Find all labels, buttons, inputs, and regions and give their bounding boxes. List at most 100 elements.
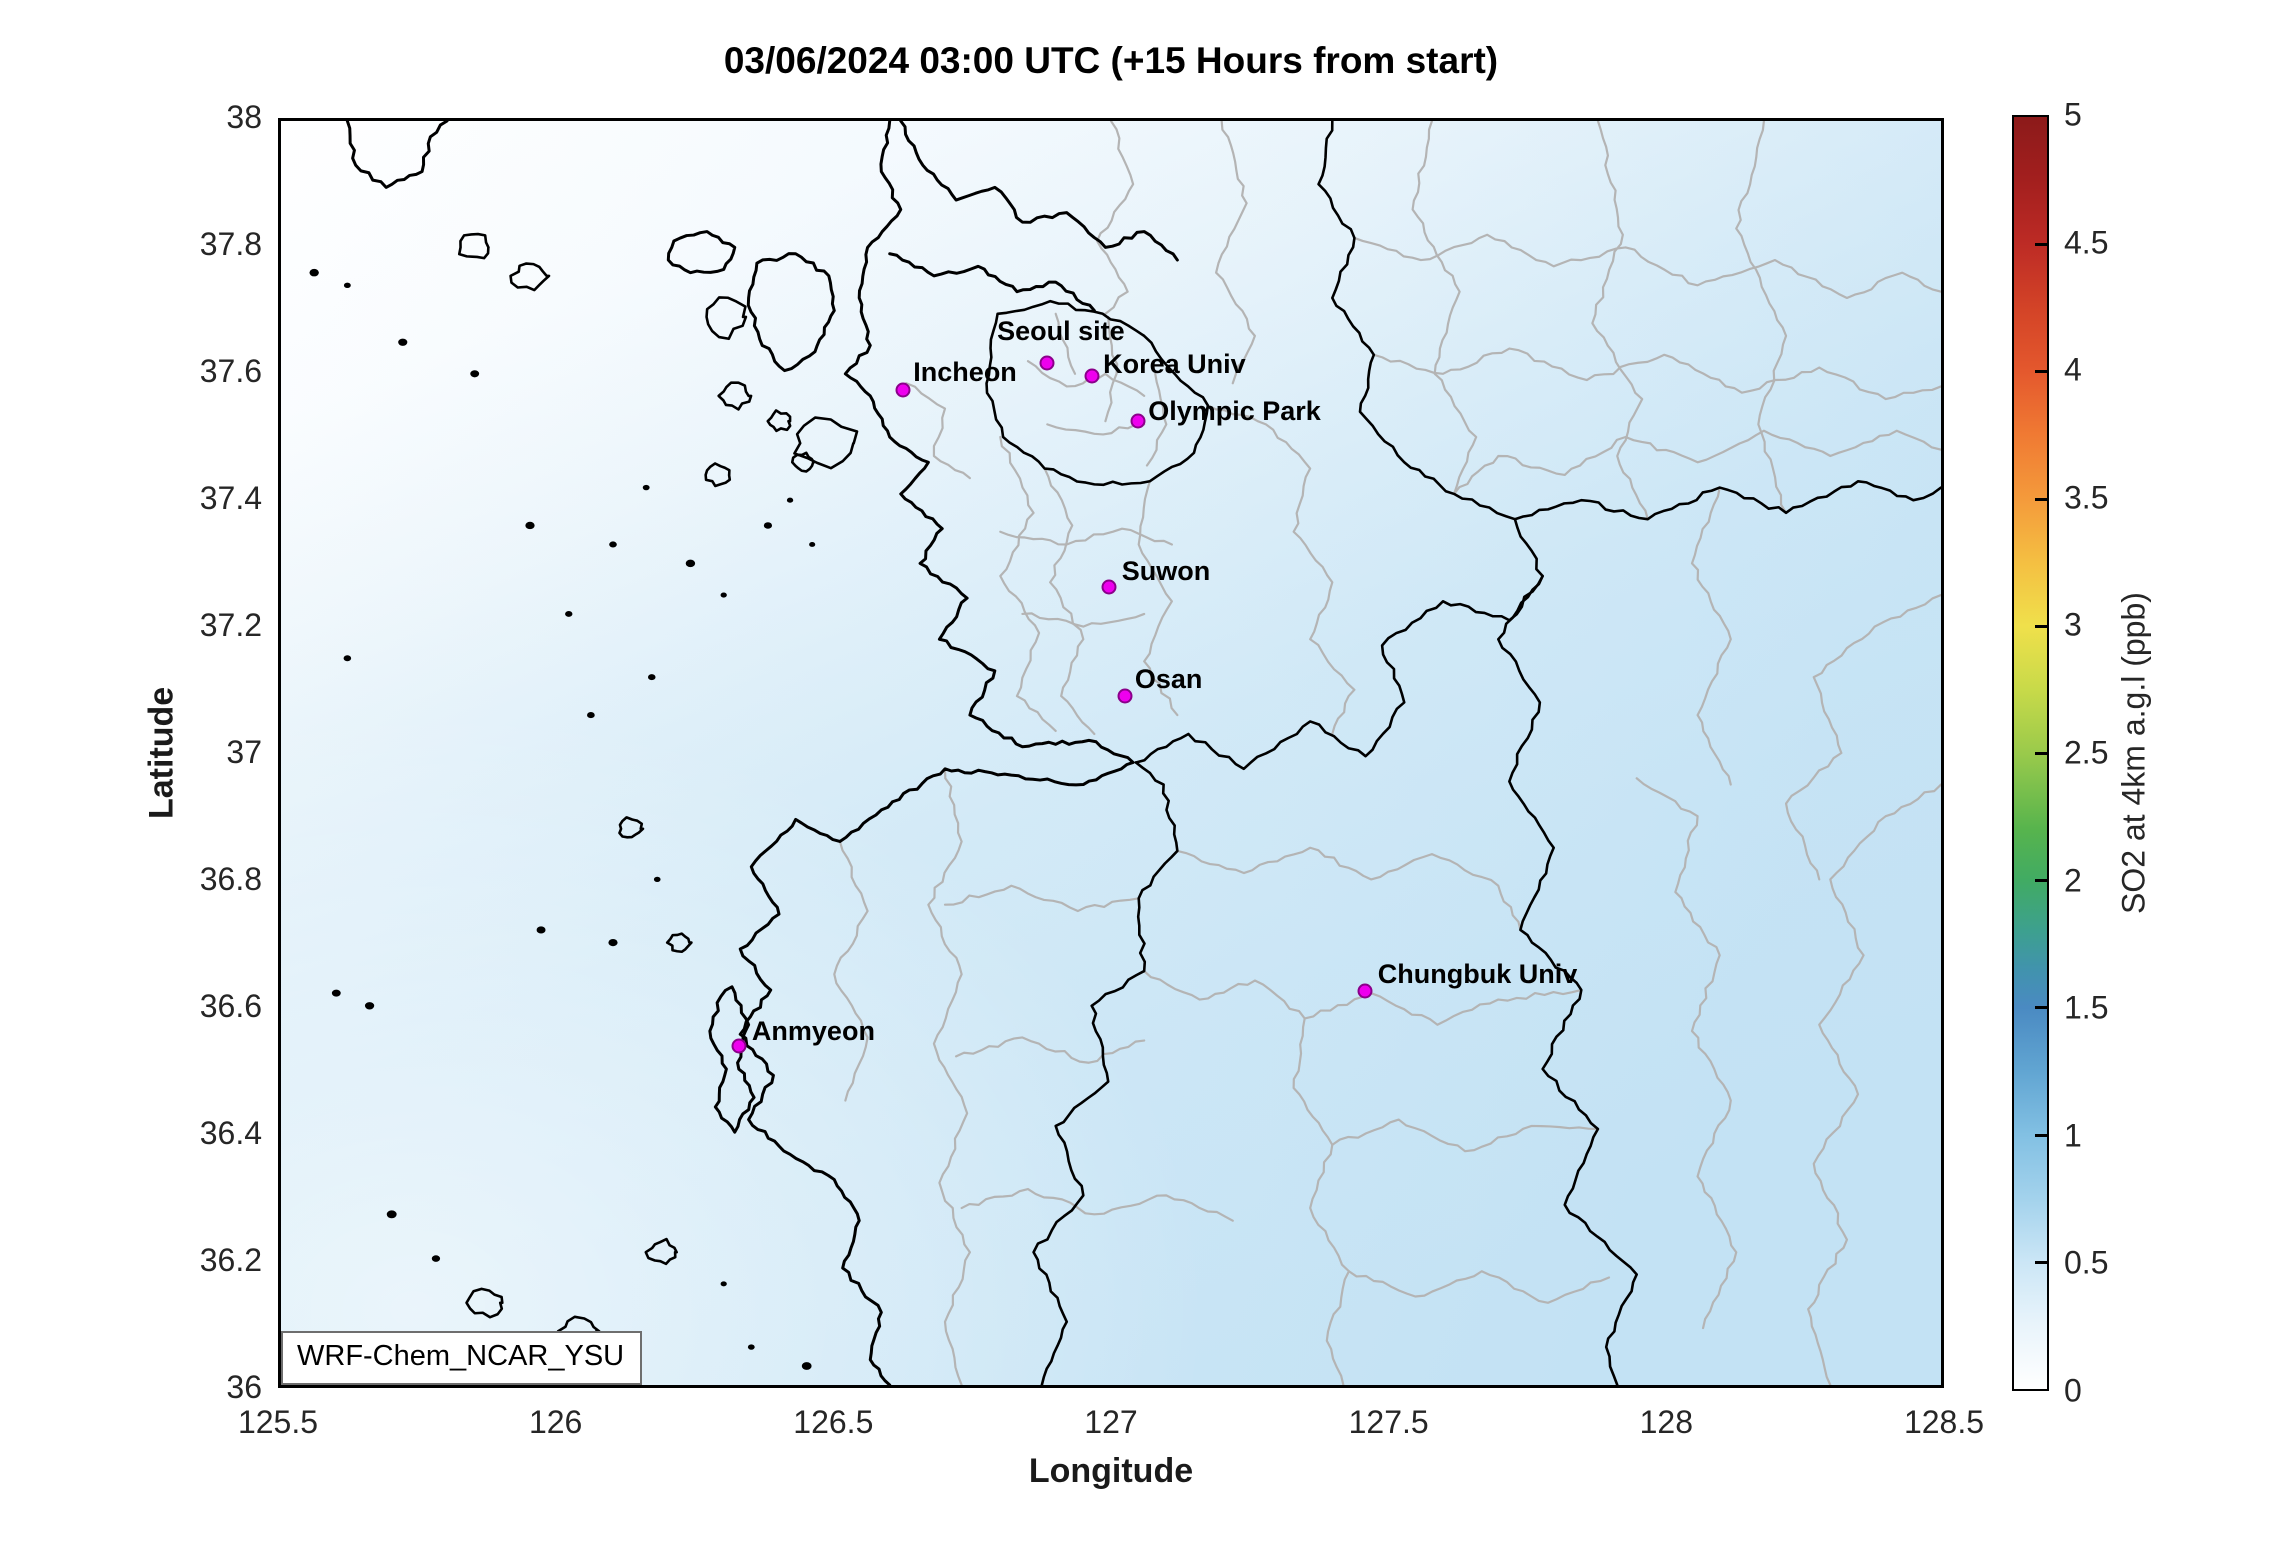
island-speck <box>653 876 661 883</box>
x-tick-label: 128.5 <box>1903 1404 1985 1440</box>
map-line <box>665 932 693 954</box>
colorbar-tick-label: 1 <box>2064 1117 2082 1154</box>
island-speck <box>386 1210 397 1219</box>
map-line <box>927 767 972 1385</box>
map-line <box>1635 777 1738 1330</box>
station-label-incheon: Incheon <box>913 356 1017 387</box>
colorbar-tick-mark <box>2035 370 2047 374</box>
map-line <box>1043 467 1096 736</box>
map-line <box>1206 404 1356 736</box>
y-tick-label: 37.2 <box>199 607 262 643</box>
island-speck <box>608 938 618 947</box>
map-line <box>1096 121 1135 315</box>
island-speck <box>309 268 319 277</box>
map-line <box>899 121 1179 262</box>
colorbar-tick-label: 0 <box>2064 1372 2082 1409</box>
map-line <box>1021 612 1146 628</box>
colorbar-label: SO2 at 4km a.g.l (ppb) <box>2115 592 2152 914</box>
map-line <box>509 262 551 292</box>
map-line <box>1054 312 1077 375</box>
map-line <box>905 382 972 480</box>
map-line <box>345 121 449 189</box>
y-tick-label: 37.6 <box>199 353 262 389</box>
island-speck <box>786 497 794 503</box>
island-speck <box>648 674 656 681</box>
map-line <box>954 1036 1146 1064</box>
map-line <box>960 1187 1234 1222</box>
station-marker-olympic-park <box>1130 413 1146 429</box>
island-speck <box>747 1344 755 1350</box>
colorbar-tick-mark <box>2035 243 2047 247</box>
colorbar-tick-mark <box>2035 752 2047 755</box>
station-marker-seoul-site <box>1039 355 1055 371</box>
colorbar-tick-label: 2.5 <box>2064 734 2109 771</box>
x-axis-label: Longitude <box>1028 1452 1194 1490</box>
county-borders <box>833 121 1941 1385</box>
map-line <box>790 451 816 473</box>
map-line <box>985 299 1210 487</box>
map-line <box>666 230 737 275</box>
map-line <box>1317 121 1941 521</box>
map-line <box>1347 1270 1611 1304</box>
map-line <box>738 121 1135 1385</box>
map-line <box>457 232 490 260</box>
island-speck <box>364 1002 375 1010</box>
map-line <box>999 527 1173 546</box>
station-marker-anmyeon <box>731 1038 747 1054</box>
map-line <box>1032 761 1179 1385</box>
map-line <box>1807 783 1941 1385</box>
map-line <box>704 462 732 488</box>
colorbar-tick-label: 3.5 <box>2064 479 2109 516</box>
colorbar-tick-mark <box>2035 497 2047 501</box>
island-speck <box>536 926 546 934</box>
map-line <box>705 296 748 341</box>
map-line <box>1591 121 1649 521</box>
colorbar-tick-mark <box>2035 1260 2047 1264</box>
station-label-osan: Osan <box>1134 663 1203 694</box>
island-speck <box>331 989 341 997</box>
station-label-anmyeon: Anmyeon <box>751 1016 875 1047</box>
island-speck <box>565 611 573 617</box>
map-line <box>644 1237 678 1266</box>
colorbar-tick-label: 4 <box>2064 351 2082 388</box>
island-speck <box>343 282 351 289</box>
map-line <box>999 435 1057 732</box>
colorbar <box>2012 115 2049 1391</box>
map-line <box>1331 1118 1600 1153</box>
x-tick-label: 127 <box>1084 1404 1138 1440</box>
map-line <box>1690 486 1732 786</box>
x-tick-label: 128 <box>1639 1404 1694 1440</box>
y-axis-label: Latitude <box>142 686 181 820</box>
map-line <box>746 252 836 373</box>
colorbar-tick-mark <box>2035 1133 2047 1137</box>
island-speck <box>801 1362 812 1370</box>
map-line <box>793 416 859 470</box>
colorbar-tick-mark <box>2035 624 2047 628</box>
map-line <box>766 409 792 433</box>
y-tick-label: 36.8 <box>199 861 262 897</box>
island-speck <box>763 522 773 529</box>
map-line <box>1372 347 1941 401</box>
map-plot-area: WRF-Chem_NCAR_YSU <box>278 118 1944 1388</box>
x-tick-label: 125.5 <box>237 1404 319 1440</box>
station-label-seoul-site: Seoul site <box>997 316 1125 347</box>
island-speck <box>809 542 816 547</box>
station-label-olympic-park: Olympic Park <box>1148 395 1321 426</box>
map-line <box>1411 121 1478 496</box>
map-line <box>1497 574 1638 1385</box>
station-marker-incheon <box>895 382 911 398</box>
station-label-suwon: Suwon <box>1121 556 1211 587</box>
island-speck <box>685 559 696 568</box>
colorbar-tick-mark <box>2035 1006 2047 1010</box>
island-speck <box>720 592 727 598</box>
map-line <box>1137 480 1179 717</box>
x-tick-label: 126 <box>528 1404 583 1440</box>
y-tick-label: 38 <box>226 99 262 135</box>
x-tick-label: 127.5 <box>1348 1404 1429 1440</box>
y-tick-label: 36.2 <box>199 1242 262 1278</box>
map-line <box>833 840 869 1102</box>
map-line <box>1143 969 1351 1385</box>
island-speck <box>609 541 617 548</box>
map-line <box>1353 233 1941 300</box>
